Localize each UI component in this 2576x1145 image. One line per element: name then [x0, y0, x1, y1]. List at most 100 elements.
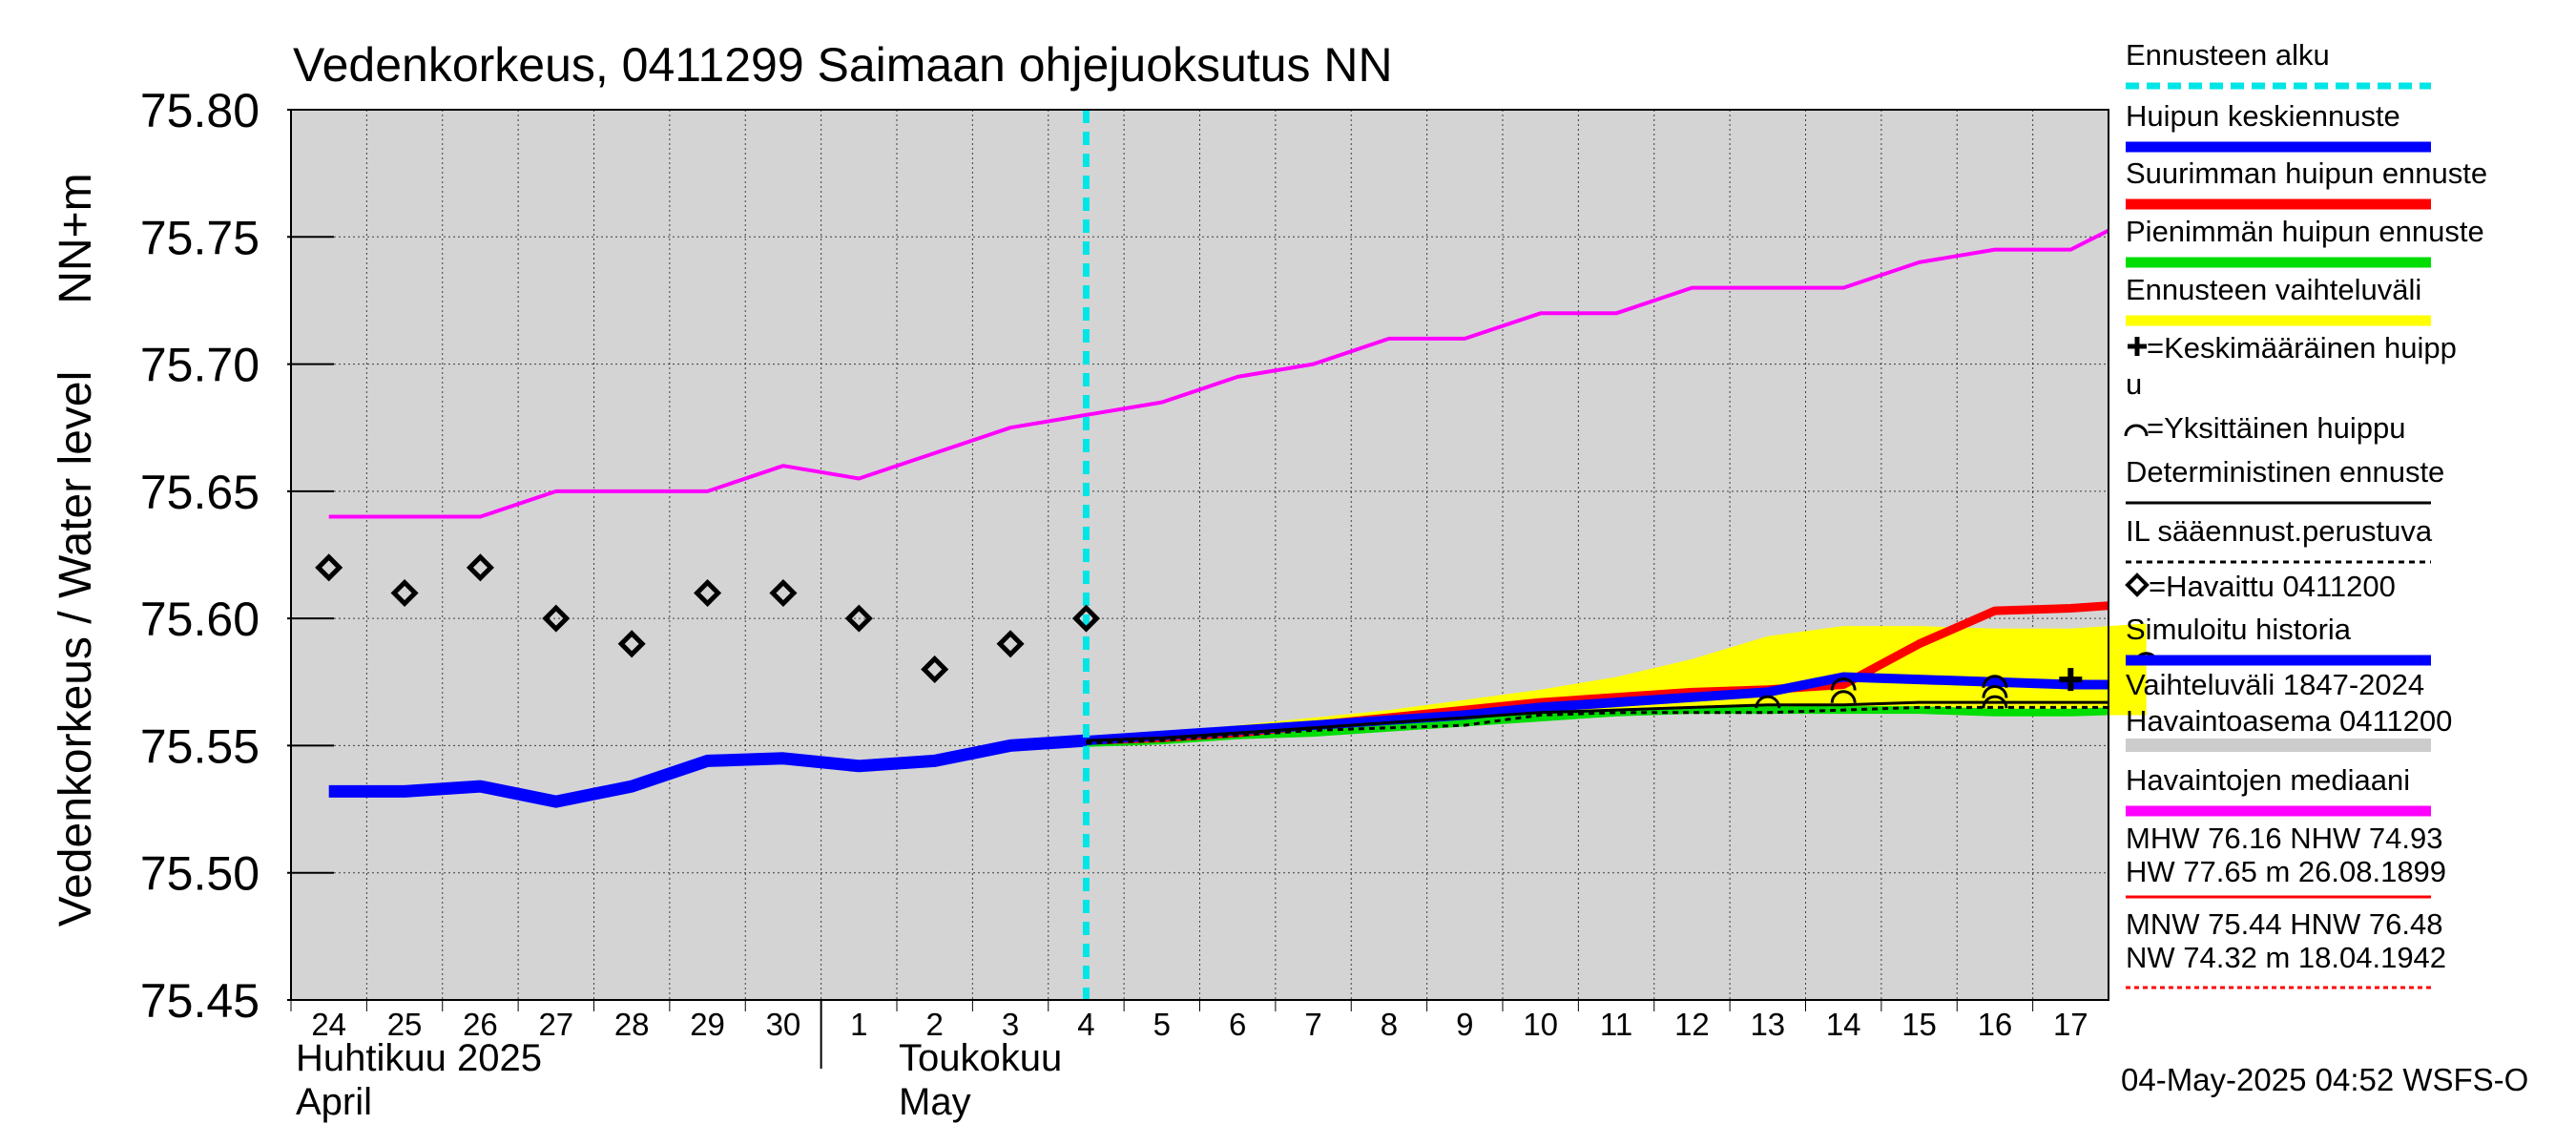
observed-point	[921, 655, 949, 683]
legend-item-1: Ennusteen alku	[2126, 38, 2431, 90]
x-tick-label: 17	[2053, 1007, 2088, 1042]
legend-label: Vaihteluväli 1847-2024	[2126, 668, 2424, 701]
legend-item-10: =Havaittu 0411200	[2125, 570, 2396, 603]
single-peak-marker	[1982, 695, 2008, 709]
legend-label: =Keskimääräinen huipp	[2147, 331, 2457, 364]
x-tick-label: 1	[850, 1007, 867, 1042]
legend-label: =Havaittu 0411200	[2149, 570, 2396, 603]
month-label-en: April	[296, 1081, 372, 1123]
legend-item-6: =Keskimääräinen huippu	[2126, 331, 2457, 401]
x-tick-label: 12	[1674, 1007, 1710, 1042]
series-line-deterministinen-ennuste	[1086, 700, 2109, 742]
y-tick-label: 75.45	[140, 974, 260, 1028]
y-tick-label: 75.55	[140, 719, 260, 773]
x-tick-label: 9	[1456, 1007, 1473, 1042]
month-label-fi: Huhtikuu 2025	[296, 1037, 542, 1079]
observed-point	[315, 553, 343, 582]
stats-mnw: MNW 75.44 HNW 76.48	[2126, 907, 2443, 941]
plot-border	[290, 109, 2109, 1001]
legend-symbol-arc	[2124, 424, 2149, 437]
mean-peak-marker	[2059, 668, 2083, 692]
legend-item-5: Ennusteen vaihteluväli	[2126, 273, 2431, 326]
x-tick-label: 3	[1002, 1007, 1019, 1042]
stats-hw: HW 77.65 m 26.08.1899	[2126, 855, 2446, 888]
y-tick-label: 75.80	[140, 84, 260, 137]
series-line-il-s-ennust-perustuva	[1086, 705, 2109, 745]
single-peak-marker	[1755, 695, 1781, 709]
legend-label: Ennusteen alku	[2126, 38, 2330, 72]
month-label-fi: Toukokuu	[899, 1037, 1062, 1079]
x-tick-label: 8	[1381, 1007, 1398, 1042]
x-tick-label: 13	[1750, 1007, 1785, 1042]
x-tick-label: 10	[1523, 1007, 1558, 1042]
x-tick-label: 16	[1978, 1007, 2013, 1042]
x-tick-label: 7	[1304, 1007, 1321, 1042]
forecast-range-band	[1086, 623, 2147, 743]
legend-item-3: Suurimman huipun ennuste	[2126, 156, 2487, 210]
legend-label: =Yksittäinen huippu	[2147, 411, 2405, 445]
single-peak-marker	[1830, 690, 1857, 703]
y-tick-label: 75.65	[140, 466, 260, 519]
legend-item-4: Pienimmän huipun ennuste	[2126, 215, 2484, 268]
legend-label: Huipun keskiennuste	[2126, 99, 2400, 133]
month-label-en: May	[899, 1081, 971, 1123]
legend-label: IL sääennust.perustuva	[2126, 514, 2433, 548]
legend-symbol-diamond	[2125, 572, 2150, 597]
single-peak-marker	[1830, 677, 1857, 691]
x-tick-label: 30	[766, 1007, 801, 1042]
x-tick-label: 11	[1600, 1007, 1632, 1042]
observed-point	[996, 630, 1025, 658]
x-tick-label: 25	[387, 1007, 423, 1042]
x-tick-label: 29	[690, 1007, 725, 1042]
y-axis-label: Vedenkorkeus / Water level	[51, 371, 101, 927]
legend-item-2: Huipun keskiennuste	[2126, 99, 2431, 153]
x-tick-label: 26	[463, 1007, 498, 1042]
x-tick-label: 24	[311, 1007, 346, 1042]
legend: Ennusteen alku Huipun keskiennuste Suurimm…	[2124, 38, 2487, 989]
x-tick-label: 4	[1077, 1007, 1094, 1042]
legend-swatch	[2126, 739, 2431, 752]
y-tick-label: 75.60	[140, 593, 260, 646]
legend-label: Suurimman huipun ennuste	[2126, 156, 2487, 190]
observed-point	[844, 604, 873, 633]
legend-item-9: IL sääennust.perustuva	[2126, 514, 2433, 564]
x-tick-label: 5	[1153, 1007, 1171, 1042]
stats-mhw: MHW 76.16 NHW 74.93	[2126, 822, 2443, 855]
observed-point	[769, 578, 798, 608]
y-tick-label: 75.50	[140, 847, 260, 901]
series-line-simuloitu-historia	[328, 734, 1087, 808]
legend-label-2: Havaintoasema 0411200	[2126, 704, 2452, 738]
y-tick-label: 75.70	[140, 339, 260, 392]
observed-point	[1071, 604, 1100, 633]
x-tick-label: 27	[538, 1007, 573, 1042]
single-peak-marker	[1982, 684, 2008, 698]
stats-nw: NW 74.32 m 18.04.1942	[2126, 941, 2446, 974]
legend-label: Havaintojen mediaani	[2126, 763, 2410, 797]
plot-area: 75.80 75.75 75.70 75.65 75.60 75.55 75.50 75.45…	[51, 84, 2160, 1123]
legend-label-2: u	[2126, 367, 2142, 401]
series-line-havaintojen-mediaani	[328, 228, 2109, 519]
legend-item-11: Simuloitu historia	[2126, 613, 2431, 666]
legend-label: Deterministinen ennuste	[2126, 455, 2444, 489]
legend-label: Simuloitu historia	[2126, 613, 2352, 646]
observed-point	[466, 553, 494, 582]
y-tick-label: 75.75	[140, 211, 260, 264]
observed-point	[694, 578, 722, 608]
legend-item-8: Deterministinen ennuste	[2126, 455, 2444, 505]
x-tick-label: 28	[614, 1007, 650, 1042]
legend-symbol-plus	[2128, 337, 2147, 356]
footer-timestamp: 04-May-2025 04:52 WSFS-O	[2121, 1062, 2528, 1097]
legend-label: Pienimmän huipun ennuste	[2126, 215, 2484, 248]
x-tick-label: 2	[926, 1007, 944, 1042]
series-line-huipun-keskiennuste	[1086, 672, 2109, 746]
x-tick-label: 14	[1826, 1007, 1861, 1042]
observed-point	[617, 630, 646, 658]
observed-point	[390, 578, 419, 608]
y-axis-unit: NN+m	[51, 173, 101, 303]
legend-label: Ennusteen vaihteluväli	[2126, 273, 2421, 306]
legend-item-7: =Yksittäinen huippu	[2124, 411, 2405, 445]
legend-item-12: Vaihteluväli 1847-2024 Havaintoasema 041…	[2126, 668, 2452, 752]
x-tick-label: 6	[1229, 1007, 1246, 1042]
observed-point	[542, 604, 571, 633]
